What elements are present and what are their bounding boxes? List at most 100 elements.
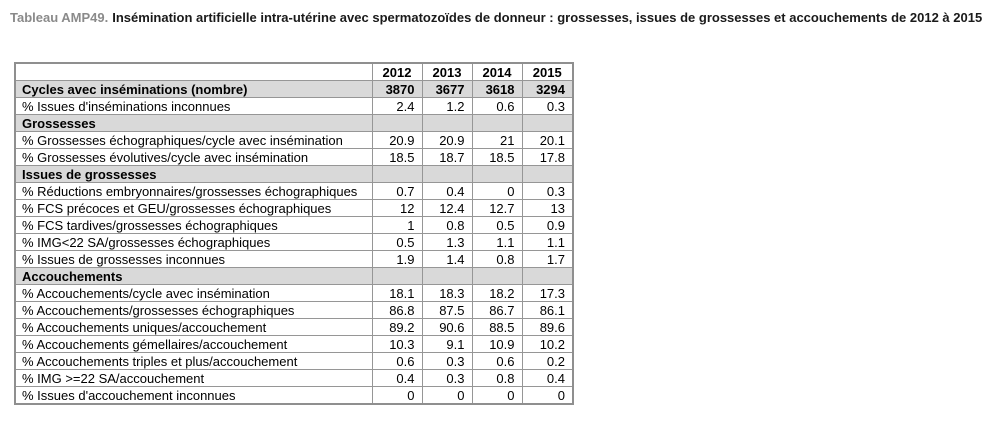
value-cell <box>521 165 574 183</box>
value-cell: 0.4 <box>521 369 574 387</box>
value-cell: 3677 <box>421 80 473 98</box>
value-cell: 0.5 <box>371 233 423 251</box>
value-cell: 1.1 <box>521 233 574 251</box>
value-cell: 0.3 <box>521 97 574 115</box>
value-cell <box>371 114 423 132</box>
value-cell <box>421 165 473 183</box>
value-cell: 1.9 <box>371 250 423 268</box>
value-cell: 0.6 <box>471 97 523 115</box>
table-body: Cycles avec inséminations (nombre) 3870 36… <box>14 80 574 405</box>
value-cell: 20.9 <box>371 131 423 149</box>
value-cell: 87.5 <box>421 301 473 319</box>
value-cell <box>421 267 473 285</box>
year-column-header-2014: 2014 <box>471 62 523 81</box>
value-cell: 18.5 <box>371 148 423 166</box>
value-cell <box>471 114 523 132</box>
value-cell: 0.4 <box>421 182 473 200</box>
value-cell: 20.9 <box>421 131 473 149</box>
row-label: % FCS tardives/grossesses échographiques <box>14 216 373 234</box>
value-cell <box>521 267 574 285</box>
table-row: % Issues d'inséminations inconnues 2.4 1.2… <box>14 97 574 115</box>
row-label: % Réductions embryonnaires/grossesses éc… <box>14 182 373 200</box>
value-cell: 1.7 <box>521 250 574 268</box>
table-row: % FCS précoces et GEU/grossesses échogra… <box>14 199 574 217</box>
value-cell: 0.3 <box>421 352 473 370</box>
value-cell: 0 <box>471 182 523 200</box>
value-cell: 3618 <box>471 80 523 98</box>
table-row: % Issues de grossesses inconnues 1.9 1.4 0.… <box>14 250 574 268</box>
value-cell: 0.5 <box>471 216 523 234</box>
section-row: Accouchements <box>14 267 574 285</box>
value-cell: 3870 <box>371 80 423 98</box>
value-cell: 18.2 <box>471 284 523 302</box>
value-cell: 13 <box>521 199 574 217</box>
value-cell: 86.1 <box>521 301 574 319</box>
table-caption-number: Tableau AMP49. <box>10 10 109 25</box>
table-row: % Accouchements gémellaires/accouchement… <box>14 335 574 353</box>
row-label: % Issues de grossesses inconnues <box>14 250 373 268</box>
row-label: % Accouchements triples et plus/accouche… <box>14 352 373 370</box>
value-cell: 0.3 <box>521 182 574 200</box>
value-cell: 1.4 <box>421 250 473 268</box>
value-cell: 0.6 <box>471 352 523 370</box>
row-label: % Grossesses évolutives/cycle avec insém… <box>14 148 373 166</box>
table-caption-text: Insémination artificielle intra-utérine … <box>112 10 983 25</box>
value-cell: 18.3 <box>421 284 473 302</box>
value-cell: 1.2 <box>421 97 473 115</box>
value-cell: 17.8 <box>521 148 574 166</box>
value-cell: 0.9 <box>521 216 574 234</box>
value-cell: 10.9 <box>471 335 523 353</box>
row-label: % Issues d'inséminations inconnues <box>14 97 373 115</box>
value-cell: 3294 <box>521 80 574 98</box>
value-cell: 88.5 <box>471 318 523 336</box>
value-cell <box>471 267 523 285</box>
value-cell: 12 <box>371 199 423 217</box>
value-cell: 0.8 <box>421 216 473 234</box>
table-row: % Issues d'accouchement inconnues 0 0 0 0 <box>14 386 574 405</box>
value-cell: 12.4 <box>421 199 473 217</box>
row-label: % Accouchements/grossesses échographique… <box>14 301 373 319</box>
value-cell: 0.8 <box>471 250 523 268</box>
row-label: Issues de grossesses <box>14 165 373 183</box>
year-header-row: 2012 2013 2014 2015 <box>14 62 574 81</box>
row-label: % Accouchements uniques/accouchement <box>14 318 373 336</box>
value-cell: 89.6 <box>521 318 574 336</box>
row-label: % Accouchements/cycle avec insémination <box>14 284 373 302</box>
table-row: % FCS tardives/grossesses échographiques… <box>14 216 574 234</box>
value-cell: 0.2 <box>521 352 574 370</box>
section-row: Grossesses <box>14 114 574 132</box>
value-cell: 1.1 <box>471 233 523 251</box>
row-label: % Issues d'accouchement inconnues <box>14 386 373 405</box>
value-cell: 18.5 <box>471 148 523 166</box>
value-cell: 18.7 <box>421 148 473 166</box>
table-row: % Accouchements triples et plus/accouche… <box>14 352 574 370</box>
row-label: % Accouchements gémellaires/accouchement <box>14 335 373 353</box>
table-row: % Réductions embryonnaires/grossesses éc… <box>14 182 574 200</box>
value-cell: 0.8 <box>471 369 523 387</box>
value-cell <box>421 114 473 132</box>
row-label: % IMG<22 SA/grossesses échographiques <box>14 233 373 251</box>
value-cell: 86.7 <box>471 301 523 319</box>
value-cell: 2.4 <box>371 97 423 115</box>
row-label: Accouchements <box>14 267 373 285</box>
value-cell: 20.1 <box>521 131 574 149</box>
value-cell: 21 <box>471 131 523 149</box>
value-cell: 0 <box>421 386 473 405</box>
value-cell: 0.6 <box>371 352 423 370</box>
value-cell: 86.8 <box>371 301 423 319</box>
value-cell: 1 <box>371 216 423 234</box>
value-cell: 10.3 <box>371 335 423 353</box>
value-cell <box>471 165 523 183</box>
value-cell <box>371 267 423 285</box>
total-row: Cycles avec inséminations (nombre) 3870 36… <box>14 80 574 98</box>
table-row: % Accouchements/grossesses échographique… <box>14 301 574 319</box>
table-row: % Grossesses évolutives/cycle avec insém… <box>14 148 574 166</box>
value-cell: 0 <box>371 386 423 405</box>
row-label: Cycles avec inséminations (nombre) <box>14 80 373 98</box>
value-cell: 1.3 <box>421 233 473 251</box>
value-cell: 89.2 <box>371 318 423 336</box>
value-cell: 0.3 <box>421 369 473 387</box>
table-row: % Accouchements/cycle avec insémination 1… <box>14 284 574 302</box>
year-column-header-2012: 2012 <box>371 62 423 81</box>
